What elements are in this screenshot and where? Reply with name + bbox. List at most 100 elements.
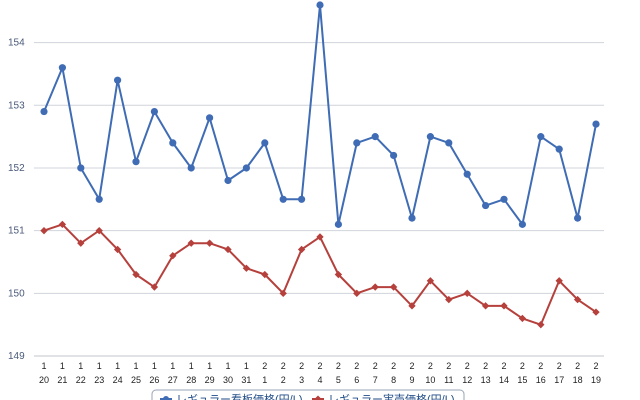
data-point [555,145,563,153]
data-point [316,233,324,241]
x-tick-day: 17 [554,375,564,385]
x-tick-day: 12 [462,375,472,385]
x-tick-month: 1 [115,361,120,371]
x-tick-day: 30 [223,375,233,385]
x-tick-day: 31 [241,375,251,385]
data-point [298,195,306,203]
x-tick-month: 2 [446,361,451,371]
data-point [481,302,490,310]
x-tick-month: 2 [391,361,396,371]
x-tick-month: 2 [557,361,562,371]
data-point [500,302,508,310]
data-point [573,295,582,304]
legend-box [151,389,465,400]
data-point [408,214,416,222]
x-tick-day: 19 [591,375,601,385]
x-tick-month: 1 [78,361,83,371]
legend-marker-regular-sign [163,396,169,400]
data-point [426,277,435,285]
data-point [279,289,287,297]
x-tick-day: 16 [536,375,546,385]
data-point [518,314,527,323]
x-tick-month: 1 [225,361,230,371]
x-tick-day: 26 [149,375,159,385]
data-point [555,277,563,285]
data-point [334,270,343,279]
x-tick-day: 2 [281,375,286,385]
data-point [371,283,379,291]
x-tick-day: 9 [409,375,414,385]
data-point [77,164,85,172]
x-tick-month: 1 [152,361,157,371]
data-point [279,195,287,203]
data-point [205,239,214,247]
x-tick-month: 2 [428,361,433,371]
x-tick-month: 2 [373,361,378,371]
x-tick-day: 10 [425,375,435,385]
x-tick-month: 2 [336,361,341,371]
data-point [95,195,103,203]
series-0 [40,1,600,228]
data-point [58,220,67,229]
data-point [261,139,269,147]
x-tick-month: 2 [483,361,488,371]
data-point [95,226,103,235]
x-tick-month: 2 [262,361,267,371]
data-point [500,195,508,203]
x-tick-day: 5 [336,375,341,385]
y-tick-label: 150 [8,288,25,299]
x-tick-day: 27 [168,375,178,385]
data-point [150,283,159,291]
legend: レギュラー看板価格(円/L) レギュラー実売価格(円/L) [151,389,465,400]
series-line [43,4,597,226]
x-tick-day: 24 [113,375,123,385]
data-point [574,214,582,222]
x-tick-day: 14 [499,375,509,385]
series-1 [40,220,600,329]
x-tick-month: 1 [244,361,249,371]
x-tick-month: 2 [281,361,286,371]
x-tick-month: 2 [501,361,506,371]
data-point [187,164,195,172]
x-tick-day: 25 [131,375,141,385]
x-tick-month: 1 [170,361,175,371]
y-axis-ticks: 149 150 151 152 153 154 [8,38,25,362]
x-tick-day: 29 [205,375,215,385]
data-point [518,220,527,228]
data-point [390,151,398,160]
data-point [426,133,434,141]
x-tick-day: 15 [517,375,527,385]
x-tick-day: 21 [57,375,67,385]
data-point [353,289,361,297]
data-point [132,158,140,166]
x-tick-day: 1 [262,375,267,385]
x-tick-month: 1 [97,361,102,371]
data-point [592,308,600,316]
x-tick-day: 11 [444,375,453,385]
data-point [58,64,66,72]
data-point [242,164,250,172]
x-tick-month: 2 [593,361,598,371]
data-point [408,302,416,310]
y-tick-label: 149 [8,351,25,362]
x-tick-day: 3 [299,375,304,385]
data-point [114,76,122,84]
legend-label-regular-actual: レギュラー実売価格(円/L) [328,392,455,400]
data-point [242,264,251,272]
x-tick-month: 2 [538,361,543,371]
x-tick-day: 22 [76,375,86,385]
y-tick-label: 151 [8,226,25,237]
data-point [371,133,379,141]
x-tick-month: 2 [317,361,322,371]
x-tick-day: 23 [94,375,104,385]
data-point [353,139,361,147]
data-point [463,170,471,178]
data-point [592,120,600,128]
legend-marker-regular-actual [314,395,322,400]
y-tick-label: 153 [8,100,25,111]
x-tick-day: 8 [391,375,396,385]
x-tick-day: 4 [317,375,322,385]
data-point [316,1,324,9]
data-point [537,133,545,141]
